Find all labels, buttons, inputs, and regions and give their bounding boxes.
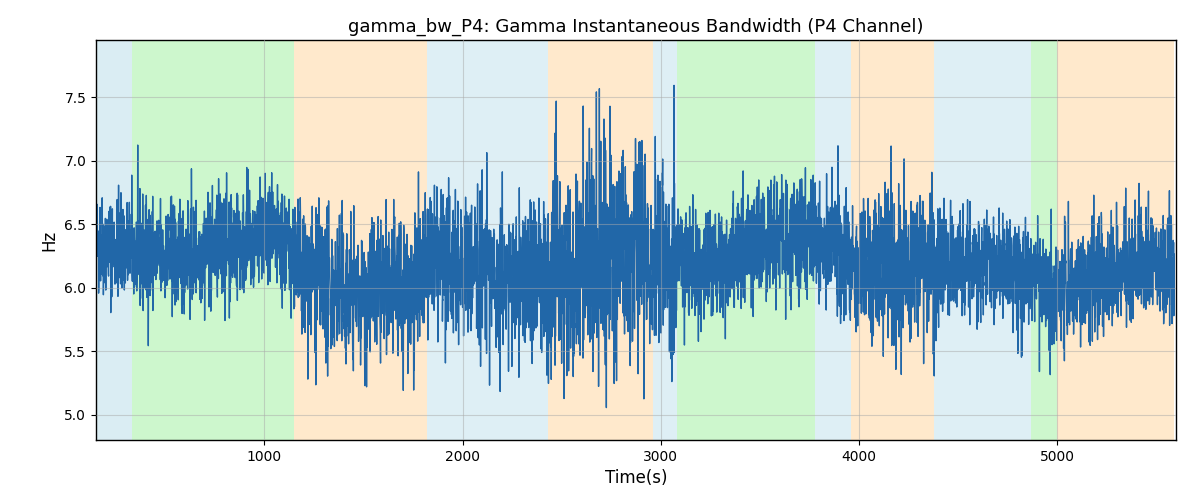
- Bar: [1031, 40, 1057, 440]
- Bar: [479, 40, 548, 440]
- Bar: [935, 40, 1031, 440]
- Y-axis label: Hz: Hz: [41, 230, 59, 250]
- Bar: [427, 40, 479, 440]
- Bar: [815, 40, 851, 440]
- Bar: [548, 40, 653, 440]
- Bar: [851, 40, 935, 440]
- Bar: [132, 40, 294, 440]
- Bar: [677, 40, 815, 440]
- Bar: [653, 40, 677, 440]
- Bar: [1057, 40, 1174, 440]
- Bar: [294, 40, 427, 440]
- X-axis label: Time(s): Time(s): [605, 470, 667, 488]
- Bar: [96, 40, 132, 440]
- Title: gamma_bw_P4: Gamma Instantaneous Bandwidth (P4 Channel): gamma_bw_P4: Gamma Instantaneous Bandwid…: [348, 18, 924, 36]
